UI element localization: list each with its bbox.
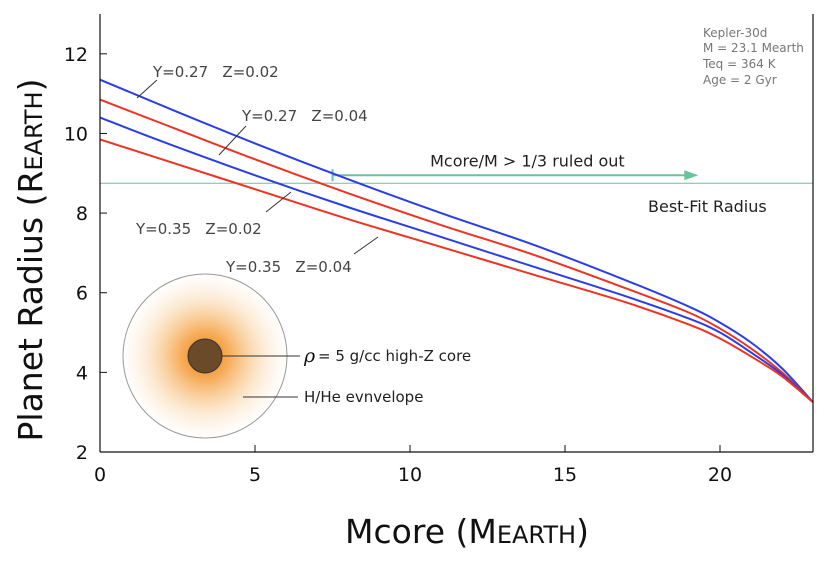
- x-axis-label: Mcore (MEARTH): [345, 512, 589, 551]
- info-box: Kepler-30d M = 23.1 Mearth Teq = 364 K A…: [702, 26, 804, 87]
- info-line-4: Age = 2 Gyr: [703, 73, 777, 87]
- leader-line-2: [218, 125, 247, 156]
- series-group: [99, 78, 814, 403]
- y-tick-label: 10: [64, 123, 88, 145]
- y-axis-label: Planet Radius (REARTH): [11, 79, 50, 442]
- x-tick-label: 10: [398, 464, 422, 486]
- ruled-out-arrow: [331, 169, 699, 182]
- series-line-2: [99, 98, 814, 403]
- envelope-label: H/He evnvelope: [304, 388, 423, 406]
- series-line-4: [99, 138, 814, 403]
- curve-label-2: Y=0.27 Z=0.04: [241, 107, 368, 125]
- core-label: = 5 g/cc high-Z core: [318, 347, 471, 365]
- curve-label-3: Y=0.35 Z=0.02: [135, 220, 262, 238]
- series-line-3: [99, 116, 814, 403]
- rho-symbol: ρ: [303, 345, 316, 367]
- series-line-1: [99, 78, 814, 403]
- leader-line-4: [353, 236, 379, 255]
- curve-labels: Y=0.27 Z=0.02 Y=0.27 Z=0.04 Y=0.35 Z=0.0…: [135, 63, 379, 276]
- x-tick-label: 15: [553, 464, 577, 486]
- y-tick-label: 6: [76, 283, 88, 305]
- curve-label-1: Y=0.27 Z=0.02: [152, 63, 279, 81]
- x-ticks: 0 5 10 15 20: [94, 445, 732, 486]
- leader-line-1: [136, 79, 158, 99]
- y-tick-label: 8: [76, 203, 88, 225]
- best-fit-label: Best-Fit Radius: [648, 197, 767, 216]
- y-tick-label: 4: [76, 362, 88, 384]
- ruled-out-arrowhead: [684, 170, 699, 181]
- x-tick-label: 20: [708, 464, 732, 486]
- core-circle: [187, 338, 223, 374]
- curve-label-4: Y=0.35 Z=0.04: [225, 258, 352, 276]
- info-line-2: M = 23.1 Mearth: [703, 41, 804, 55]
- axes: [99, 14, 814, 453]
- planet-inset: ρ = 5 g/cc high-Z core H/He evnvelope: [122, 273, 471, 439]
- y-ticks: 2 4 6 8 10 12: [64, 44, 107, 464]
- y-tick-label: 12: [64, 44, 88, 66]
- info-line-3: Teq = 364 K: [702, 57, 777, 71]
- info-line-1: Kepler-30d: [703, 26, 767, 40]
- x-tick-label: 5: [249, 464, 261, 486]
- y-tick-label: 2: [76, 442, 88, 464]
- x-tick-label: 0: [94, 464, 106, 486]
- leader-line-3: [265, 191, 292, 213]
- ruled-out-label: Mcore/M > 1/3 ruled out: [430, 151, 625, 170]
